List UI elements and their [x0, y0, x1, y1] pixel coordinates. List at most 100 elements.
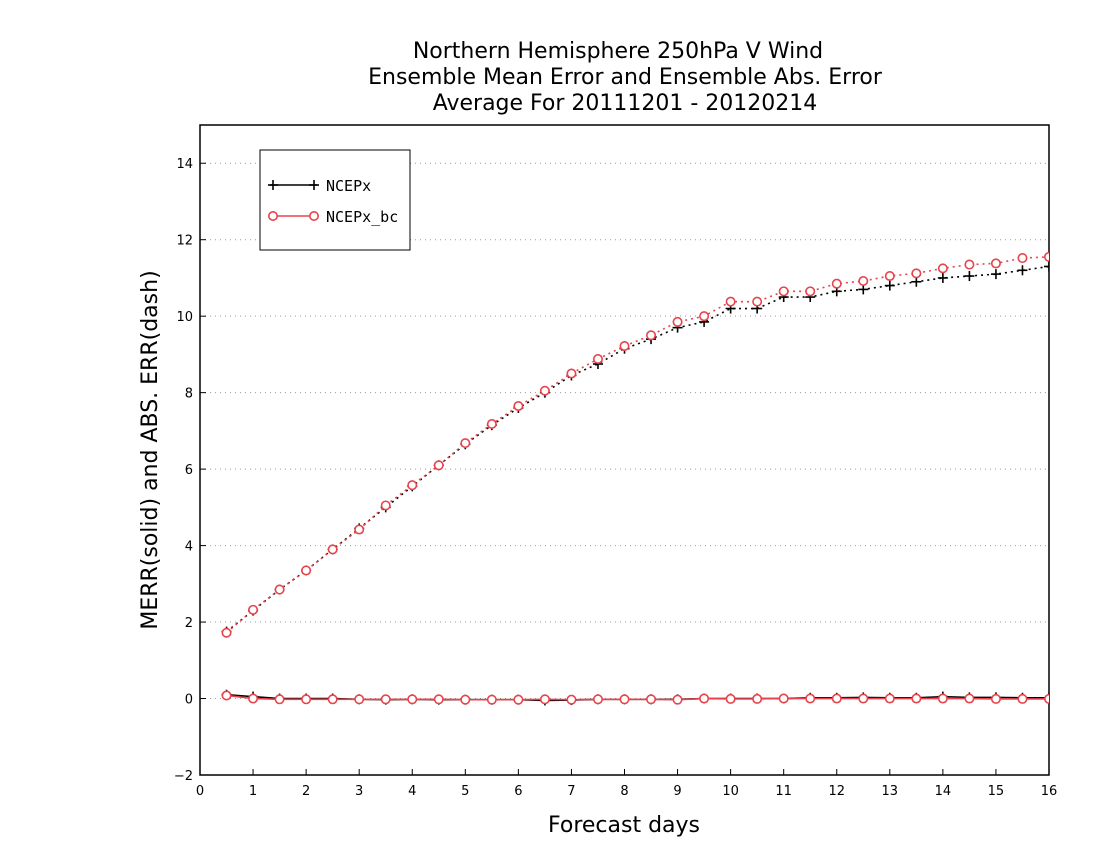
point-abs-ncepx-bc-4: [327, 544, 338, 555]
point-abs-ncepx-29: [990, 269, 1001, 280]
point-mean-ncepx-bc-19: [725, 693, 736, 704]
y-tick-label--2: −2: [174, 769, 193, 784]
point-mean-ncepx-bc-26: [911, 693, 922, 704]
x-tick-label-10: 10: [722, 784, 739, 799]
point-mean-ncepx-bc-21: [778, 693, 789, 704]
point-abs-ncepx-bc-9: [460, 438, 471, 449]
point-abs-ncepx-bc-17: [672, 316, 683, 327]
point-abs-ncepx-bc-16: [646, 330, 657, 341]
point-abs-ncepx-27: [937, 272, 948, 283]
point-mean-ncepx-bc-3: [301, 694, 312, 705]
point-abs-ncepx-bc-5: [354, 524, 365, 535]
x-tick-label-4: 4: [408, 784, 416, 799]
point-mean-ncepx-bc-17: [672, 694, 683, 705]
point-mean-ncepx-bc-9: [460, 694, 471, 705]
x-tick-label-2: 2: [302, 784, 310, 799]
legend-item-ncepx-bc: NCEPx_bc: [267, 208, 398, 226]
point-mean-ncepx-bc-10: [486, 694, 497, 705]
chart-title-line-3: Average For 20111201 - 20120214: [433, 91, 818, 116]
x-tick-label-9: 9: [673, 784, 681, 799]
point-mean-ncepx-bc-31: [1044, 693, 1049, 704]
point-abs-ncepx-bc-24: [858, 275, 869, 286]
point-abs-ncepx-bc-19: [725, 296, 736, 307]
point-abs-ncepx-bc-23: [831, 278, 842, 289]
legend-item-ncepx: NCEPx: [268, 177, 371, 195]
point-abs-ncepx-bc-25: [884, 271, 895, 282]
point-abs-ncepx-bc-11: [513, 401, 524, 412]
legend: NCEPx NCEPx_bc: [259, 149, 411, 251]
point-mean-ncepx-bc-0: [221, 690, 232, 701]
point-abs-ncepx-bc-10: [486, 418, 497, 429]
point-abs-ncepx-31: [1044, 261, 1049, 272]
point-mean-ncepx-bc-29: [990, 693, 1001, 704]
x-tick-label-0: 0: [196, 784, 204, 799]
point-abs-ncepx-bc-29: [990, 258, 1001, 269]
point-abs-ncepx-bc-1: [248, 604, 259, 615]
x-tick-label-7: 7: [567, 784, 575, 799]
point-mean-ncepx-bc-1: [248, 693, 259, 704]
y-tick-label-14: 14: [176, 157, 193, 172]
point-mean-ncepx-bc-5: [354, 694, 365, 705]
y-tick-label-4: 4: [185, 540, 193, 555]
point-abs-ncepx-bc-26: [911, 268, 922, 279]
x-tick-label-8: 8: [620, 784, 628, 799]
y-tick-label-6: 6: [185, 463, 193, 478]
point-mean-ncepx-bc-6: [380, 694, 391, 705]
point-abs-ncepx-bc-22: [805, 286, 816, 297]
point-mean-ncepx-bc-30: [1017, 693, 1028, 704]
x-tick-label-11: 11: [775, 784, 792, 799]
point-mean-ncepx-bc-14: [592, 694, 603, 705]
legend-marker-start-ncepx: [268, 180, 278, 190]
point-abs-ncepx-bc-20: [752, 296, 763, 307]
point-abs-ncepx-bc-12: [539, 385, 550, 396]
point-abs-ncepx-bc-2: [274, 584, 285, 595]
y-tick-label-8: 8: [185, 387, 193, 402]
point-mean-ncepx-bc-2: [274, 694, 285, 705]
point-mean-ncepx-bc-15: [619, 694, 630, 705]
y-tick-label-2: 2: [185, 616, 193, 631]
point-mean-ncepx-bc-20: [752, 693, 763, 704]
point-mean-ncepx-bc-22: [805, 693, 816, 704]
point-mean-ncepx-bc-11: [513, 694, 524, 705]
point-abs-ncepx-26: [911, 276, 922, 287]
point-abs-ncepx-bc-15: [619, 340, 630, 351]
point-mean-ncepx-bc-27: [937, 693, 948, 704]
point-mean-ncepx-bc-25: [884, 693, 895, 704]
legend-marker-start-ncepx-bc: [267, 211, 278, 222]
x-tick-label-1: 1: [249, 784, 257, 799]
point-mean-ncepx-bc-13: [566, 694, 577, 705]
x-tick-label-15: 15: [988, 784, 1005, 799]
point-abs-ncepx-30: [1017, 265, 1028, 276]
legend-label-ncepx: NCEPx: [326, 177, 371, 195]
grid: [200, 162, 1049, 776]
x-tick-label-12: 12: [828, 784, 845, 799]
x-axis-label: Forecast days: [548, 813, 700, 838]
x-tick-label-3: 3: [355, 784, 363, 799]
x-tick-label-13: 13: [882, 784, 899, 799]
point-abs-ncepx-bc-6: [380, 500, 391, 511]
point-mean-ncepx-bc-8: [433, 694, 444, 705]
legend-box: [259, 149, 411, 251]
point-mean-ncepx-bc-23: [831, 693, 842, 704]
point-abs-ncepx-bc-7: [407, 480, 418, 491]
legend-marker-end-ncepx: [309, 180, 319, 190]
x-tick-label-5: 5: [461, 784, 469, 799]
point-abs-ncepx-bc-31: [1044, 251, 1049, 262]
point-mean-ncepx-bc-24: [858, 693, 869, 704]
point-abs-ncepx-bc-18: [699, 311, 710, 322]
point-abs-ncepx-bc-14: [592, 353, 603, 364]
legend-marker-end-ncepx-bc: [308, 211, 319, 222]
legend-label-ncepx-bc: NCEPx_bc: [326, 208, 398, 226]
x-tick-label-6: 6: [514, 784, 522, 799]
x-tick-label-16: 16: [1041, 784, 1058, 799]
point-abs-ncepx-bc-30: [1017, 253, 1028, 264]
point-abs-ncepx-28: [964, 271, 975, 282]
chart-title-line-1: Northern Hemisphere 250hPa V Wind: [413, 39, 823, 64]
series-line-abs-ncepx: [226, 265, 1049, 633]
point-abs-ncepx-25: [884, 280, 895, 291]
point-abs-ncepx-bc-0: [221, 627, 232, 638]
point-mean-ncepx-bc-28: [964, 693, 975, 704]
point-abs-ncepx-24: [858, 284, 869, 295]
